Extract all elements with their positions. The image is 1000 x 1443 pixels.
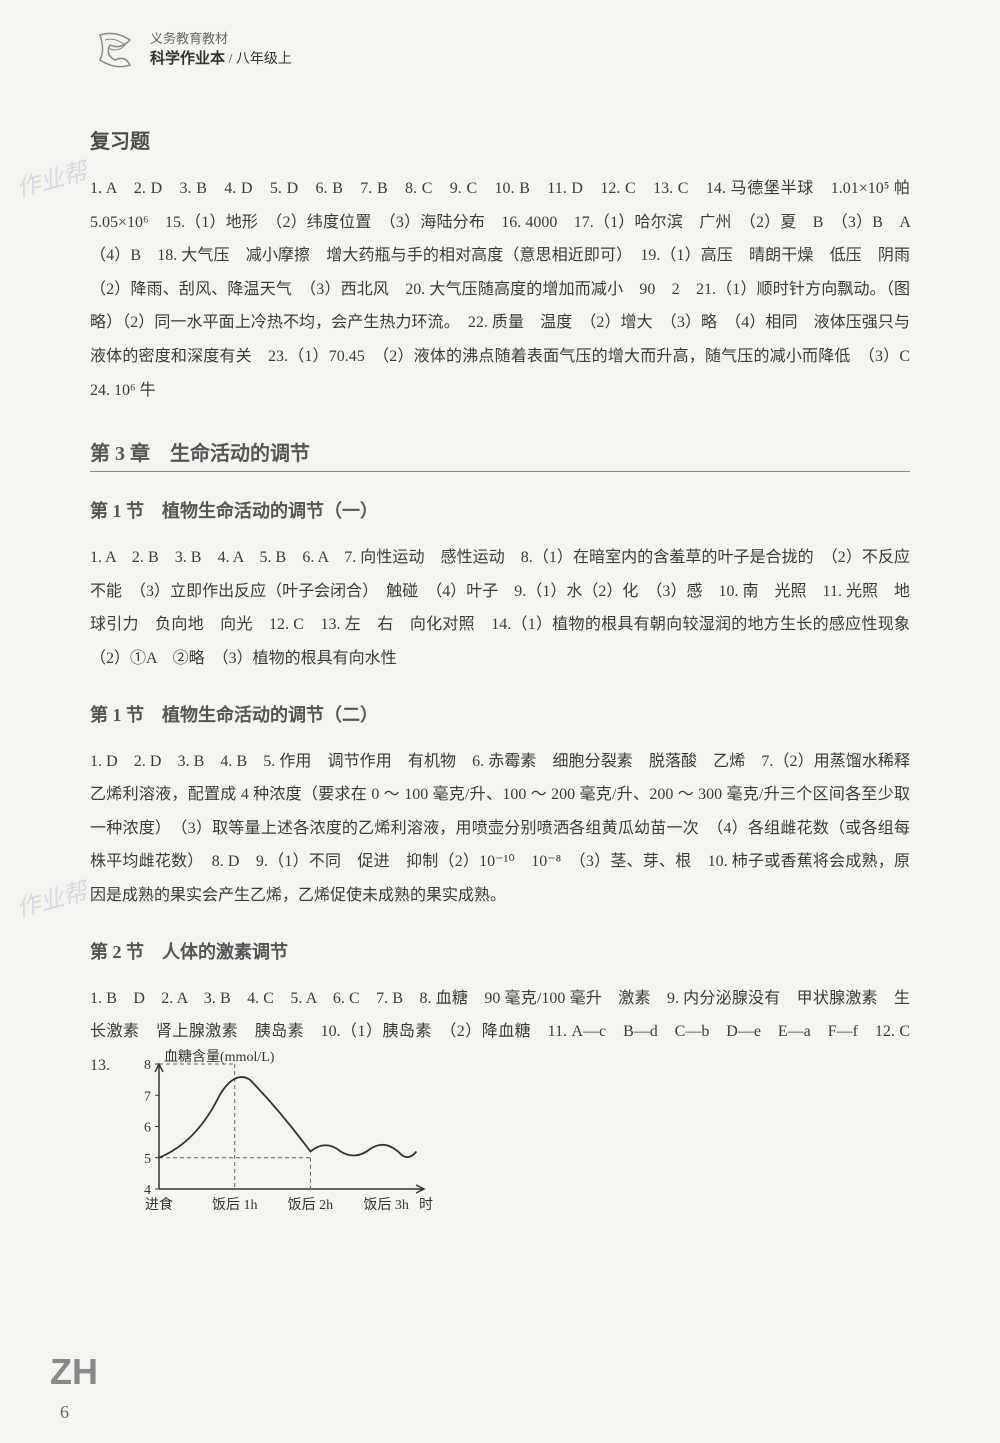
svg-text:5: 5: [144, 1151, 151, 1166]
watermark-text: 作业帮: [12, 871, 91, 923]
chart-svg: 血糖含量(mmol/L) 4 5 6 7 8 进食 饭后 1h 饭后 2h 饭后 3h 时间(h): [124, 1049, 434, 1239]
page-header: 义务教育教材 科学作业本 / 八年级上: [90, 25, 910, 75]
svg-text:饭后 1h: 饭后 1h: [212, 1197, 258, 1213]
blood-sugar-chart: 血糖含量(mmol/L) 4 5 6 7 8 进食 饭后 1h 饭后 2h 饭后 3h 时间(h): [124, 1049, 434, 1252]
page-number: 6: [60, 1402, 69, 1423]
section-1b-title: 第 1 节 植物生命活动的调节（二）: [90, 701, 910, 727]
svg-text:8: 8: [144, 1058, 151, 1073]
svg-text:饭后 2h: 饭后 2h: [288, 1197, 334, 1213]
header-title-row: 科学作业本 / 八年级上: [150, 49, 292, 70]
page-container: 义务教育教材 科学作业本 / 八年级上 作业帮 作业帮 复习题 1. A 2. …: [0, 0, 1000, 1301]
grade-badge: / 八年级上: [229, 52, 292, 67]
watermark-text: 作业帮: [12, 151, 91, 203]
svg-text:6: 6: [144, 1120, 151, 1135]
section-1b-content: 1. D 2. D 3. B 4. B 5. 作用 调节作用 有机物 6. 赤霉…: [90, 745, 910, 913]
header-subtitle: 义务教育教材: [150, 30, 292, 48]
svg-text:血糖含量(mmol/L): 血糖含量(mmol/L): [164, 1049, 275, 1065]
review-section-title: 复习题: [90, 125, 910, 154]
section-2-content: 1. B D 2. A 3. B 4. C 5. A 6. C 7. B 8. …: [90, 982, 910, 1252]
svg-text:时间(h): 时间(h): [419, 1197, 434, 1213]
footer-code: ZH: [50, 1351, 98, 1393]
header-title: 科学作业本: [150, 51, 225, 67]
svg-text:7: 7: [144, 1089, 151, 1104]
svg-text:进食: 进食: [145, 1196, 173, 1213]
svg-text:饭后 3h: 饭后 3h: [363, 1197, 409, 1213]
review-content: 1. A 2. D 3. B 4. D 5. D 6. B 7. B 8. C …: [90, 172, 910, 407]
logo-icon: [90, 25, 140, 75]
section-1a-content: 1. A 2. B 3. B 4. A 5. B 6. A 7. 向性运动 感性…: [90, 541, 910, 675]
header-text-block: 义务教育教材 科学作业本 / 八年级上: [150, 30, 292, 69]
section-2-title: 第 2 节 人体的激素调节: [90, 938, 910, 964]
svg-text:4: 4: [144, 1183, 151, 1198]
chapter-3-title: 第 3 章 生命活动的调节: [90, 437, 910, 472]
section-1a-title: 第 1 节 植物生命活动的调节（一）: [90, 497, 910, 523]
